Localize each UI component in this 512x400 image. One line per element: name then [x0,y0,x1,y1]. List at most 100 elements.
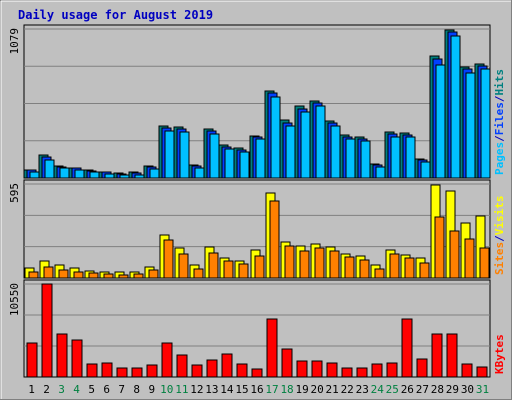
bar-sites-day-14 [223,260,234,279]
x-tick-label: 19 [295,383,308,396]
bar-sites-day-26 [404,257,415,279]
bar-kbytes-day-9 [146,364,158,378]
ymax-label-hits: 1079 [8,28,21,55]
bar-kbytes-day-22 [341,367,353,378]
x-tick-label: 31 [476,383,489,396]
x-tick-label: 1 [28,383,35,396]
x-tick-label: 3 [58,383,65,396]
legend-entry: Visits [493,196,506,236]
x-tick-label: 13 [205,383,218,396]
legend-kbytes: KBytes [493,334,506,374]
bar-pages-day-2 [44,159,55,179]
bar-sites-day-5 [88,272,99,279]
x-tick-label: 18 [280,383,293,396]
chart-title: Daily usage for August 2019 [18,8,213,22]
x-tick-label: 11 [175,383,188,396]
bar-sites-day-18 [284,245,295,279]
bar-pages-day-14 [224,148,235,179]
bar-pages-day-21 [330,125,341,179]
bar-sites-day-15 [238,263,249,279]
x-tick-label: 28 [431,383,444,396]
bar-sites-day-1 [28,271,39,279]
bar-pages-day-5 [89,171,100,179]
bar-sites-day-20 [314,247,325,279]
bar-sites-day-22 [344,256,355,279]
bar-kbytes-day-8 [131,367,143,378]
x-tick-label: 10 [160,383,173,396]
bar-pages-day-8 [134,174,145,179]
x-tick-label: 17 [265,383,278,396]
bar-pages-day-11 [179,131,190,179]
bar-kbytes-day-20 [311,360,323,378]
bar-pages-day-15 [239,151,250,179]
bar-kbytes-day-3 [56,333,68,378]
bar-sites-day-23 [359,259,370,279]
bar-kbytes-day-26 [401,318,413,378]
bar-kbytes-day-29 [446,333,458,378]
bar-sites-day-7 [118,274,129,279]
x-tick-label: 4 [73,383,80,396]
bar-sites-day-4 [73,271,84,279]
legend-visits: Sites/Visits [493,196,506,276]
x-tick-label: 12 [190,383,203,396]
series-pages [29,35,491,179]
x-tick-label: 24 [371,383,385,396]
bar-pages-day-7 [119,174,130,179]
bar-kbytes-day-24 [371,363,383,378]
bar-kbytes-day-30 [461,363,473,378]
bar-pages-day-29 [450,35,461,179]
x-tick-label: 16 [250,383,263,396]
bar-pages-day-3 [59,167,70,179]
bar-pages-day-24 [375,166,386,179]
legend-entry: / [493,235,506,242]
bar-pages-day-30 [465,72,476,179]
x-tick-label: 5 [88,383,95,396]
bar-pages-day-13 [209,133,220,179]
legend-entry: Files [493,102,506,135]
bar-kbytes-day-15 [236,363,248,378]
bar-kbytes-day-16 [251,368,263,378]
bar-sites-day-29 [449,230,460,279]
series-sites [28,200,490,279]
bar-sites-day-19 [299,250,310,279]
x-tick-label: 30 [461,383,474,396]
legend-entry: / [493,135,506,142]
bar-sites-day-2 [43,266,54,279]
bar-kbytes-day-17 [266,318,278,378]
bar-pages-day-4 [74,169,85,179]
bar-sites-day-27 [419,262,430,279]
bar-kbytes-day-27 [416,358,428,378]
bar-pages-day-1 [29,171,40,179]
bar-kbytes-day-4 [71,339,83,378]
legend-entry: Hits [493,69,506,96]
bar-pages-day-26 [405,136,416,179]
bar-pages-day-27 [420,161,431,179]
bar-sites-day-28 [434,216,445,279]
bar-kbytes-day-18 [281,348,293,378]
bar-kbytes-day-12 [191,364,203,378]
ymax-label-visits: 595 [8,183,21,203]
panel-kbytes: 10550 KBytes [8,279,506,378]
bar-sites-day-6 [103,273,114,279]
bar-kbytes-day-21 [326,362,338,378]
bar-sites-day-31 [479,247,490,279]
bar-pages-day-31 [480,68,491,179]
x-tick-label: 26 [401,383,414,396]
bar-kbytes-day-11 [176,354,188,378]
x-tick-label: 14 [220,383,234,396]
bar-kbytes-day-19 [296,360,308,378]
bar-sites-day-25 [389,253,400,279]
x-tick-label: 21 [326,383,339,396]
bar-kbytes-day-1 [26,342,38,378]
bar-pages-day-25 [390,136,401,179]
bar-pages-day-12 [194,167,205,179]
bar-sites-day-10 [163,239,174,279]
bar-sites-day-9 [148,269,159,279]
bar-pages-day-19 [300,111,311,179]
bar-pages-day-6 [104,173,115,179]
bar-pages-day-16 [255,138,266,179]
legend-entry: Sites [493,242,506,275]
